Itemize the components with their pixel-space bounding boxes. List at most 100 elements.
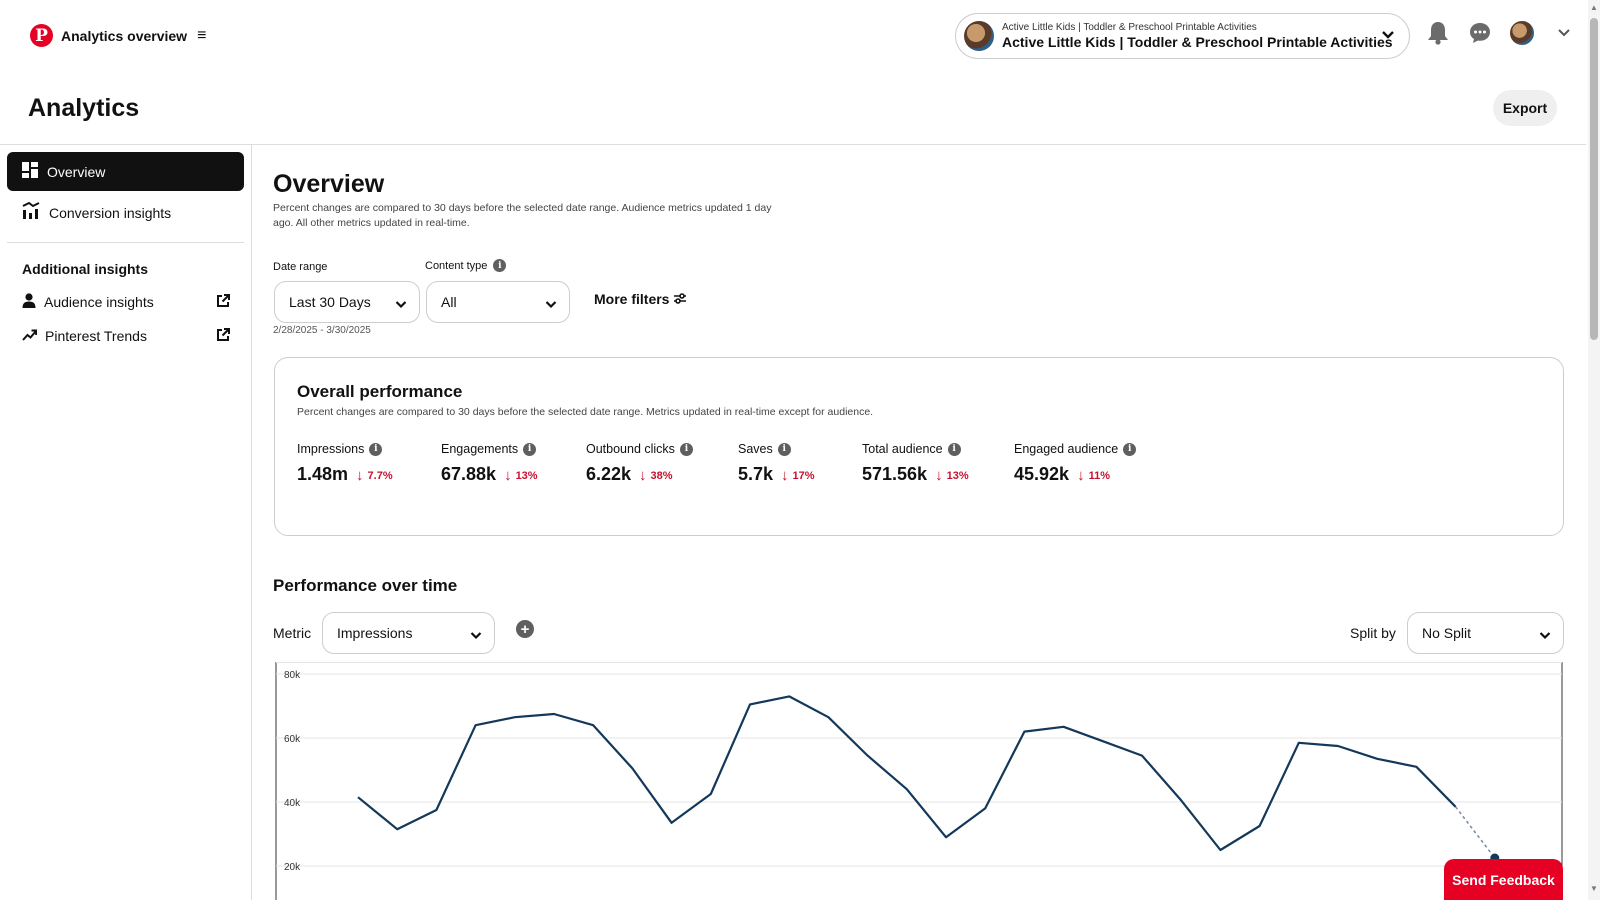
overview-subtitle: Percent changes are compared to 30 days … — [273, 202, 772, 229]
metric-value: 67.88k — [441, 464, 497, 484]
metric-value: 5.7k — [738, 464, 774, 484]
metric-select-label: Metric — [273, 625, 312, 641]
sidebar-separator — [7, 242, 244, 243]
chevron-down-icon — [1539, 627, 1551, 643]
y-tick-label: 80k — [284, 670, 301, 681]
export-button[interactable]: Export — [1493, 90, 1557, 126]
metric-label: Engagements — [441, 442, 519, 456]
sidebar-divider — [251, 145, 252, 900]
split-by-value: No Split — [1422, 625, 1472, 641]
sidebar-link-pinterest-trends[interactable]: Pinterest Trends — [7, 319, 244, 353]
metric-label: Outbound clicks — [586, 442, 675, 456]
impressions-series-line[interactable] — [357, 695, 1457, 852]
metric-value: 571.56k — [862, 464, 928, 484]
overall-performance-subtitle: Percent changes are compared to 30 days … — [297, 406, 874, 418]
top-bar: P Analytics overview ≡ Active Little Kid… — [0, 0, 1600, 72]
info-icon[interactable]: i — [523, 442, 537, 456]
arrow-down-icon: ↓ — [639, 467, 647, 484]
metric-label: Engaged audience — [1014, 442, 1119, 456]
date-range-label: Date range — [273, 261, 327, 273]
info-icon[interactable]: i — [493, 259, 507, 272]
date-range-dates: 2/28/2025 - 3/30/2025 — [273, 325, 371, 336]
filter-sliders-icon — [674, 291, 687, 307]
metric-change: 13% — [946, 469, 969, 482]
metric-change: 7.7% — [367, 469, 393, 482]
chat-icon[interactable] — [1467, 20, 1493, 46]
y-tick-label: 20k — [284, 862, 301, 873]
info-icon[interactable]: i — [369, 442, 383, 456]
metric-impressions[interactable]: Impressions i 1.48m ↓ 7.7% — [297, 442, 393, 485]
sidebar-link-label: Audience insights — [44, 294, 154, 310]
info-icon[interactable]: i — [1123, 442, 1137, 456]
y-tick-label: 60k — [284, 734, 301, 745]
send-feedback-button[interactable]: Send Feedback — [1444, 859, 1563, 900]
more-filters-label: More filters — [594, 291, 670, 307]
scroll-down-arrow-icon[interactable]: ▼ — [1590, 884, 1598, 893]
sidebar-item-overview[interactable]: Overview — [7, 152, 244, 191]
metric-total-audience[interactable]: Total audience i 571.56k ↓ 13% — [862, 442, 969, 485]
y-tick-label: 40k — [284, 798, 301, 809]
info-icon[interactable]: i — [777, 442, 791, 456]
date-range-value: Last 30 Days — [289, 294, 371, 310]
metric-engagements[interactable]: Engagements i 67.88k ↓ 13% — [441, 442, 538, 485]
account-name: Active Little Kids | Toddler & Preschool… — [1002, 33, 1393, 50]
additional-insights-heading: Additional insights — [22, 261, 148, 277]
header-divider — [0, 144, 1586, 145]
account-avatar — [964, 21, 994, 51]
bell-icon[interactable] — [1425, 20, 1451, 46]
content-type-label: Content type i — [425, 259, 507, 272]
date-range-label-text: Date range — [273, 261, 328, 273]
chevron-down-icon — [545, 296, 557, 312]
sidebar-item-conversion-insights[interactable]: Conversion insights — [7, 193, 244, 232]
person-icon — [22, 293, 36, 311]
metric-value: 45.92k — [1014, 464, 1070, 484]
content-type-select[interactable]: All — [426, 281, 570, 323]
sidebar-link-audience-insights[interactable]: Audience insights — [7, 285, 244, 319]
external-link-icon — [216, 328, 230, 345]
metric-change: 17% — [792, 469, 815, 482]
sidebar: Overview Conversion insights Additional … — [7, 152, 244, 353]
impressions-line-chart[interactable]: 80k 60k 40k 20k — [274, 662, 1564, 900]
sidebar-item-label: Conversion insights — [49, 204, 172, 221]
partial-period-line — [1454, 806, 1496, 859]
content-type-value: All — [441, 294, 457, 310]
performance-over-time-title: Performance over time — [273, 576, 458, 595]
account-small-name: Active Little Kids | Toddler & Preschool… — [1002, 22, 1257, 34]
chevron-down-icon[interactable] — [1551, 20, 1577, 46]
metric-select-value: Impressions — [337, 625, 413, 641]
hamburger-menu-icon[interactable]: ≡ — [197, 26, 207, 44]
account-switcher[interactable]: Active Little Kids | Toddler & Preschool… — [955, 13, 1410, 59]
metric-select[interactable]: Impressions — [322, 612, 495, 654]
info-icon[interactable]: i — [679, 442, 693, 456]
user-avatar[interactable] — [1509, 20, 1535, 46]
scroll-up-arrow-icon[interactable]: ▲ — [1590, 3, 1598, 12]
metric-engaged-audience[interactable]: Engaged audience i 45.92k ↓ 11% — [1014, 442, 1137, 485]
split-by-select[interactable]: No Split — [1407, 612, 1564, 654]
metric-saves[interactable]: Saves i 5.7k ↓ 17% — [738, 442, 815, 485]
info-icon[interactable]: i — [947, 442, 961, 456]
scrollbar-thumb[interactable] — [1590, 18, 1598, 340]
arrow-down-icon: ↓ — [935, 467, 943, 484]
metric-outbound-clicks[interactable]: Outbound clicks i 6.22k ↓ 38% — [586, 442, 693, 485]
date-range-select[interactable]: Last 30 Days — [274, 281, 420, 323]
more-filters-button[interactable]: More filters — [594, 291, 687, 307]
chevron-down-icon[interactable] — [1381, 27, 1395, 43]
overall-performance-title: Overall performance — [297, 382, 463, 401]
scrollbar[interactable]: ▲ ▼ — [1588, 0, 1600, 900]
metric-change: 11% — [1088, 469, 1110, 482]
arrow-down-icon: ↓ — [781, 467, 789, 484]
metric-label: Saves — [738, 442, 773, 456]
pinterest-logo-icon[interactable]: P — [30, 24, 53, 47]
overall-performance-card: Overall performance Percent changes are … — [274, 357, 1564, 536]
chevron-down-icon — [395, 296, 407, 312]
brand[interactable]: P Analytics overview ≡ — [30, 24, 206, 47]
metric-label: Total audience — [862, 442, 943, 456]
arrow-down-icon: ↓ — [356, 467, 364, 484]
add-metric-button[interactable]: + — [516, 620, 534, 638]
split-by-label: Split by — [1350, 625, 1396, 641]
external-link-icon — [216, 294, 230, 311]
sidebar-link-label: Pinterest Trends — [45, 328, 147, 344]
conversion-chart-icon — [22, 201, 40, 223]
dashboard-icon — [22, 162, 38, 181]
brand-title[interactable]: Analytics overview — [61, 27, 188, 44]
